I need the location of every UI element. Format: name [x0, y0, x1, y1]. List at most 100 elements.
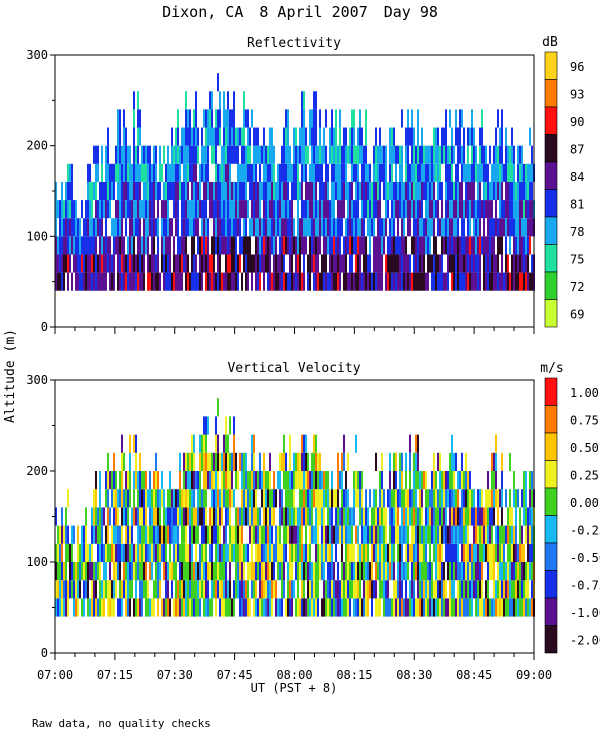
reflectivity-cell — [267, 200, 269, 219]
reflectivity-cell — [247, 145, 249, 164]
reflectivity-cell — [411, 109, 413, 128]
velocity-cell — [63, 525, 65, 544]
velocity-cell — [497, 489, 499, 508]
velocity-cell — [499, 562, 501, 581]
velocity-cell — [61, 562, 63, 581]
velocity-cell — [401, 598, 403, 617]
reflectivity-cell — [301, 163, 303, 182]
velocity-cell — [173, 489, 175, 508]
velocity-cell — [223, 471, 225, 490]
reflectivity-cell — [525, 163, 527, 182]
reflectivity-cell — [383, 145, 385, 164]
reflectivity-cell — [509, 181, 511, 201]
velocity-cell — [461, 580, 463, 599]
velocity-cell — [479, 507, 481, 526]
reflectivity-cell — [129, 254, 131, 273]
velocity-cell — [293, 543, 295, 562]
reflectivity-cell — [229, 127, 231, 146]
velocity-cell — [333, 489, 335, 508]
reflectivity-cell — [417, 127, 419, 146]
velocity-cell — [267, 580, 269, 599]
reflectivity-cell — [353, 272, 355, 291]
velocity-cell — [153, 471, 155, 490]
velocity-cell — [203, 507, 205, 526]
reflectivity-cell — [187, 272, 189, 291]
velocity-cell — [375, 562, 377, 581]
reflectivity-cell — [89, 272, 91, 291]
velocity-cell — [159, 489, 161, 508]
velocity-cell — [227, 543, 229, 562]
velocity-cell — [345, 507, 347, 526]
velocity-cell — [405, 489, 407, 508]
reflectivity-cell — [167, 200, 169, 219]
velocity-cell — [379, 507, 381, 526]
reflectivity-cell — [287, 272, 289, 291]
reflectivity-cell — [469, 181, 471, 201]
velocity-cell — [129, 562, 131, 581]
velocity-cell — [419, 471, 421, 490]
velocity-cell — [119, 471, 121, 490]
velocity-cell — [121, 525, 123, 544]
velocity-cell — [125, 525, 127, 544]
reflectivity-cell — [279, 181, 281, 201]
velocity-cell — [357, 580, 359, 599]
reflectivity-cell — [185, 200, 187, 219]
reflectivity-cell — [111, 272, 113, 291]
reflectivity-cell — [277, 200, 279, 219]
reflectivity-cell — [61, 236, 63, 255]
reflectivity-cell — [283, 218, 285, 237]
reflectivity-cell — [271, 181, 273, 201]
reflectivity-cell — [445, 109, 447, 128]
reflectivity-cell — [223, 109, 225, 128]
reflectivity-cell — [301, 272, 303, 291]
reflectivity-cell — [505, 127, 507, 146]
reflectivity-cell — [531, 200, 533, 219]
velocity-cell — [253, 562, 255, 581]
velocity-cell — [121, 471, 123, 490]
reflectivity-cell — [311, 218, 313, 237]
reflectivity-cell — [163, 145, 165, 164]
reflectivity-cell — [287, 181, 289, 201]
reflectivity-cell — [449, 254, 451, 273]
reflectivity-cell — [59, 200, 61, 219]
reflectivity-cell — [393, 127, 395, 146]
reflectivity-cell — [331, 109, 333, 128]
velocity-cell — [409, 471, 411, 490]
velocity-cell — [271, 580, 273, 599]
velocity-cell — [187, 543, 189, 562]
velocity-cell — [327, 598, 329, 617]
reflectivity-cell — [457, 163, 459, 182]
reflectivity-cell — [437, 254, 439, 273]
reflectivity-cell — [117, 218, 119, 237]
reflectivity-cell — [395, 254, 397, 273]
reflectivity-cell — [245, 145, 247, 164]
reflectivity-cell — [385, 218, 387, 237]
reflectivity-cell — [271, 145, 273, 164]
reflectivity-cell — [247, 200, 249, 219]
reflectivity-cell — [219, 236, 221, 255]
reflectivity-cell — [263, 272, 265, 291]
velocity-cell — [489, 543, 491, 562]
velocity-cell — [363, 562, 365, 581]
velocity-cell — [241, 452, 243, 471]
reflectivity-cell — [419, 181, 421, 201]
reflectivity-cell — [349, 200, 351, 219]
reflectivity-cell — [481, 109, 483, 128]
velocity-cell — [195, 580, 197, 599]
velocity-cell — [475, 562, 477, 581]
reflectivity-cell — [61, 254, 63, 273]
velocity-cell — [115, 525, 117, 544]
reflectivity-cell — [171, 163, 173, 182]
reflectivity-cell — [269, 236, 271, 255]
reflectivity-cell — [183, 254, 185, 273]
velocity-cell — [309, 507, 311, 526]
velocity-cell — [61, 507, 63, 526]
reflectivity-cell — [301, 127, 303, 146]
reflectivity-cell — [377, 200, 379, 219]
velocity-cell — [443, 489, 445, 508]
velocity-cell — [217, 525, 219, 544]
reflectivity-cell — [233, 109, 235, 128]
reflectivity-cell — [231, 254, 233, 273]
velocity-cell — [329, 543, 331, 562]
velocity-cell — [295, 598, 297, 617]
